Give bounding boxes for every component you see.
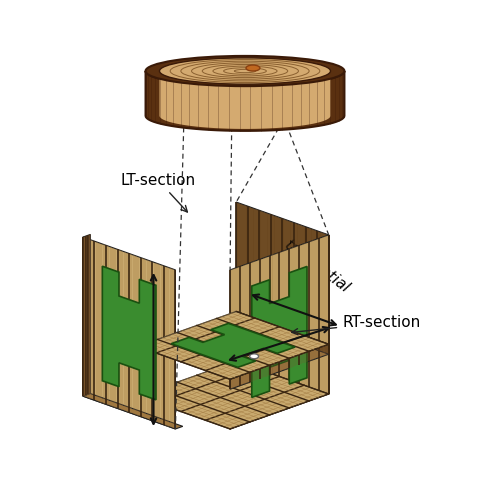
Polygon shape bbox=[83, 234, 90, 396]
Text: tangential: tangential bbox=[281, 238, 352, 296]
Ellipse shape bbox=[146, 56, 344, 86]
Text: longitudinal: longitudinal bbox=[134, 304, 149, 394]
Polygon shape bbox=[83, 237, 175, 429]
Polygon shape bbox=[230, 344, 329, 389]
Polygon shape bbox=[138, 312, 329, 380]
Text: LT-section: LT-section bbox=[121, 173, 196, 212]
Text: radial: radial bbox=[248, 321, 291, 336]
Polygon shape bbox=[230, 235, 329, 429]
Polygon shape bbox=[159, 71, 331, 129]
Polygon shape bbox=[83, 394, 183, 429]
Polygon shape bbox=[171, 324, 295, 368]
Polygon shape bbox=[252, 266, 307, 398]
Polygon shape bbox=[138, 361, 329, 429]
Polygon shape bbox=[102, 266, 156, 400]
Ellipse shape bbox=[246, 65, 260, 71]
Polygon shape bbox=[236, 202, 329, 394]
Polygon shape bbox=[146, 71, 344, 131]
Ellipse shape bbox=[250, 354, 259, 359]
Ellipse shape bbox=[159, 58, 331, 84]
Text: RT-section: RT-section bbox=[292, 316, 420, 335]
Polygon shape bbox=[236, 312, 329, 354]
